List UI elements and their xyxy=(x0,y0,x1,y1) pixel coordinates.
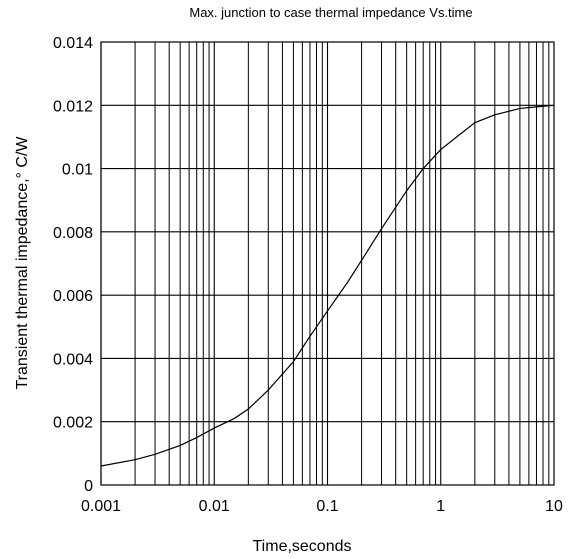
x-tick-label: 10 xyxy=(545,498,563,515)
y-tick-label: 0.01 xyxy=(62,162,93,179)
grid-layer xyxy=(101,42,554,485)
y-tick-label: 0.006 xyxy=(53,288,93,305)
y-tick-label: 0.012 xyxy=(53,98,93,115)
y-tick-label: 0.014 xyxy=(53,35,93,52)
x-axis-title: Time,seconds xyxy=(253,538,352,555)
y-tick-label: 0 xyxy=(84,478,93,495)
x-tick-label: 0.1 xyxy=(316,498,338,515)
y-tick-label: 0.002 xyxy=(53,415,93,432)
y-tick-label: 0.008 xyxy=(53,225,93,242)
y-tick-label: 0.004 xyxy=(53,351,93,368)
chart-title: Max. junction to case thermal impedance … xyxy=(189,5,472,20)
y-axis-title: Transient thermal impedance,° C/W xyxy=(14,136,31,390)
x-tick-label: 1 xyxy=(436,498,445,515)
x-tick-label: 0.001 xyxy=(81,498,121,515)
x-tick-label: 0.01 xyxy=(199,498,230,515)
x-tick-labels: 0.001 0.01 0.1 1 10 xyxy=(81,498,563,515)
y-tick-labels: 0 0.002 0.004 0.006 0.008 0.01 0.012 0.014 xyxy=(53,35,93,495)
